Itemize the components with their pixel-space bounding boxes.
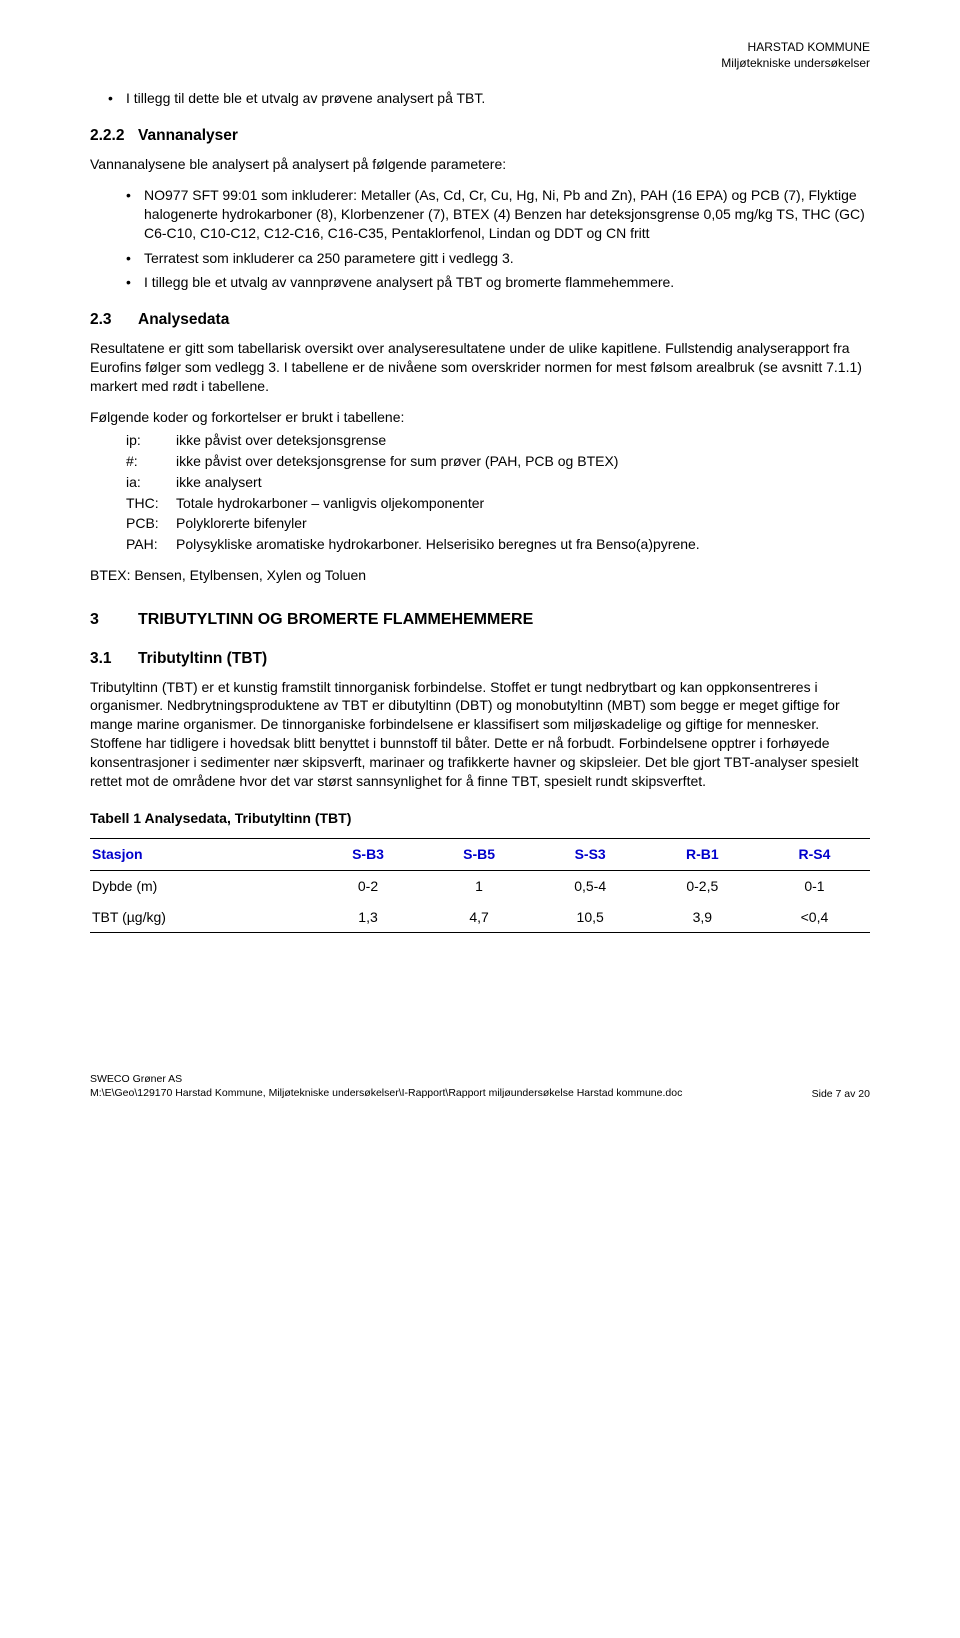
definitions-list: ip:ikke påvist over deteksjonsgrense #:i… (126, 431, 870, 554)
col-s-s3: S-S3 (535, 838, 646, 870)
def-row: #:ikke påvist over deteksjonsgrense for … (126, 452, 870, 471)
col-s-b5: S-B5 (424, 838, 535, 870)
page-footer: SWECO Grøner AS M:\E\Geo\129170 Harstad … (90, 1073, 870, 1100)
col-r-s4: R-S4 (759, 838, 870, 870)
def-row: PCB:Polyklorerte bifenyler (126, 514, 870, 533)
table-row: Dybde (m) 0-2 1 0,5-4 0-2,5 0-1 (90, 870, 870, 901)
footer-left: SWECO Grøner AS M:\E\Geo\129170 Harstad … (90, 1073, 682, 1100)
sec-31-p: Tributyltinn (TBT) er et kunstig framsti… (90, 678, 870, 791)
heading-2-3: 2.3Analysedata (90, 310, 870, 331)
sec-23-p1: Resultatene er gitt som tabellarisk over… (90, 339, 870, 396)
col-stasjon: Stasjon (90, 838, 312, 870)
heading-title: Vannanalyser (138, 127, 238, 144)
list-item: NO977 SFT 99:01 som inkluderer: Metaller… (144, 186, 870, 243)
sec-23-p2: Følgende koder og forkortelser er brukt … (90, 408, 870, 427)
intro-bullet: I tillegg til dette ble et utvalg av prø… (126, 89, 870, 108)
table-tbt: Stasjon S-B3 S-B5 S-S3 R-B1 R-S4 Dybde (… (90, 838, 870, 934)
heading-title: Tributyltinn (TBT) (138, 650, 267, 667)
heading-num: 2.2.2 (90, 126, 138, 147)
sec-222-lead: Vannanalysene ble analysert på analysert… (90, 155, 870, 174)
heading-num: 2.3 (90, 310, 138, 331)
def-row: ia:ikke analysert (126, 473, 870, 492)
cell: 0-2 (312, 870, 423, 901)
cell: <0,4 (759, 902, 870, 933)
row-label: TBT (µg/kg) (90, 902, 312, 933)
cell: 0,5-4 (535, 870, 646, 901)
def-val: Polysykliske aromatiske hydrokarboner. H… (176, 535, 870, 554)
def-key: THC: (126, 494, 176, 513)
heading-title: Analysedata (138, 311, 229, 328)
intro-bullet-list: I tillegg til dette ble et utvalg av prø… (90, 89, 870, 108)
list-item: Terratest som inkluderer ca 250 paramete… (144, 249, 870, 268)
heading-num: 3.1 (90, 649, 138, 670)
doc-header: HARSTAD KOMMUNE Miljøtekniske undersøkel… (90, 40, 870, 71)
sec-222-list: NO977 SFT 99:01 som inkluderer: Metaller… (90, 186, 870, 292)
def-key: PAH: (126, 535, 176, 554)
cell: 0-2,5 (646, 870, 759, 901)
col-s-b3: S-B3 (312, 838, 423, 870)
def-val: ikke påvist over deteksjonsgrense for su… (176, 452, 870, 471)
heading-num: 3 (90, 609, 138, 631)
footer-page: Side 7 av 20 (812, 1087, 870, 1101)
heading-title: TRIBUTYLTINN OG BROMERTE FLAMMEHEMMERE (138, 611, 533, 628)
table-header-row: Stasjon S-B3 S-B5 S-S3 R-B1 R-S4 (90, 838, 870, 870)
heading-3-1: 3.1Tributyltinn (TBT) (90, 649, 870, 670)
table1-title: Tabell 1 Analysedata, Tributyltinn (TBT) (90, 809, 870, 828)
col-r-b1: R-B1 (646, 838, 759, 870)
footer-company: SWECO Grøner AS (90, 1073, 682, 1087)
def-row: ip:ikke påvist over deteksjonsgrense (126, 431, 870, 450)
def-val: Polyklorerte bifenyler (176, 514, 870, 533)
def-key: #: (126, 452, 176, 471)
cell: 3,9 (646, 902, 759, 933)
def-val: ikke analysert (176, 473, 870, 492)
cell: 10,5 (535, 902, 646, 933)
def-row: THC:Totale hydrokarboner – vanligvis olj… (126, 494, 870, 513)
heading-2-2-2: 2.2.2Vannanalyser (90, 126, 870, 147)
cell: 4,7 (424, 902, 535, 933)
cell: 1 (424, 870, 535, 901)
cell: 0-1 (759, 870, 870, 901)
def-key: PCB: (126, 514, 176, 533)
def-key: ia: (126, 473, 176, 492)
def-row: PAH:Polysykliske aromatiske hydrokarbone… (126, 535, 870, 554)
btex-def: BTEX: Bensen, Etylbensen, Xylen og Tolue… (90, 566, 870, 585)
def-val: Totale hydrokarboner – vanligvis oljekom… (176, 494, 870, 513)
heading-3: 3TRIBUTYLTINN OG BROMERTE FLAMMEHEMMERE (90, 609, 870, 631)
footer-path: M:\E\Geo\129170 Harstad Kommune, Miljøte… (90, 1087, 682, 1101)
row-label: Dybde (m) (90, 870, 312, 901)
def-val: ikke påvist over deteksjonsgrense (176, 431, 870, 450)
header-line2: Miljøtekniske undersøkelser (90, 56, 870, 72)
table-row: TBT (µg/kg) 1,3 4,7 10,5 3,9 <0,4 (90, 902, 870, 933)
list-item: I tillegg ble et utvalg av vannprøvene a… (144, 273, 870, 292)
def-key: ip: (126, 431, 176, 450)
cell: 1,3 (312, 902, 423, 933)
header-line1: HARSTAD KOMMUNE (90, 40, 870, 56)
